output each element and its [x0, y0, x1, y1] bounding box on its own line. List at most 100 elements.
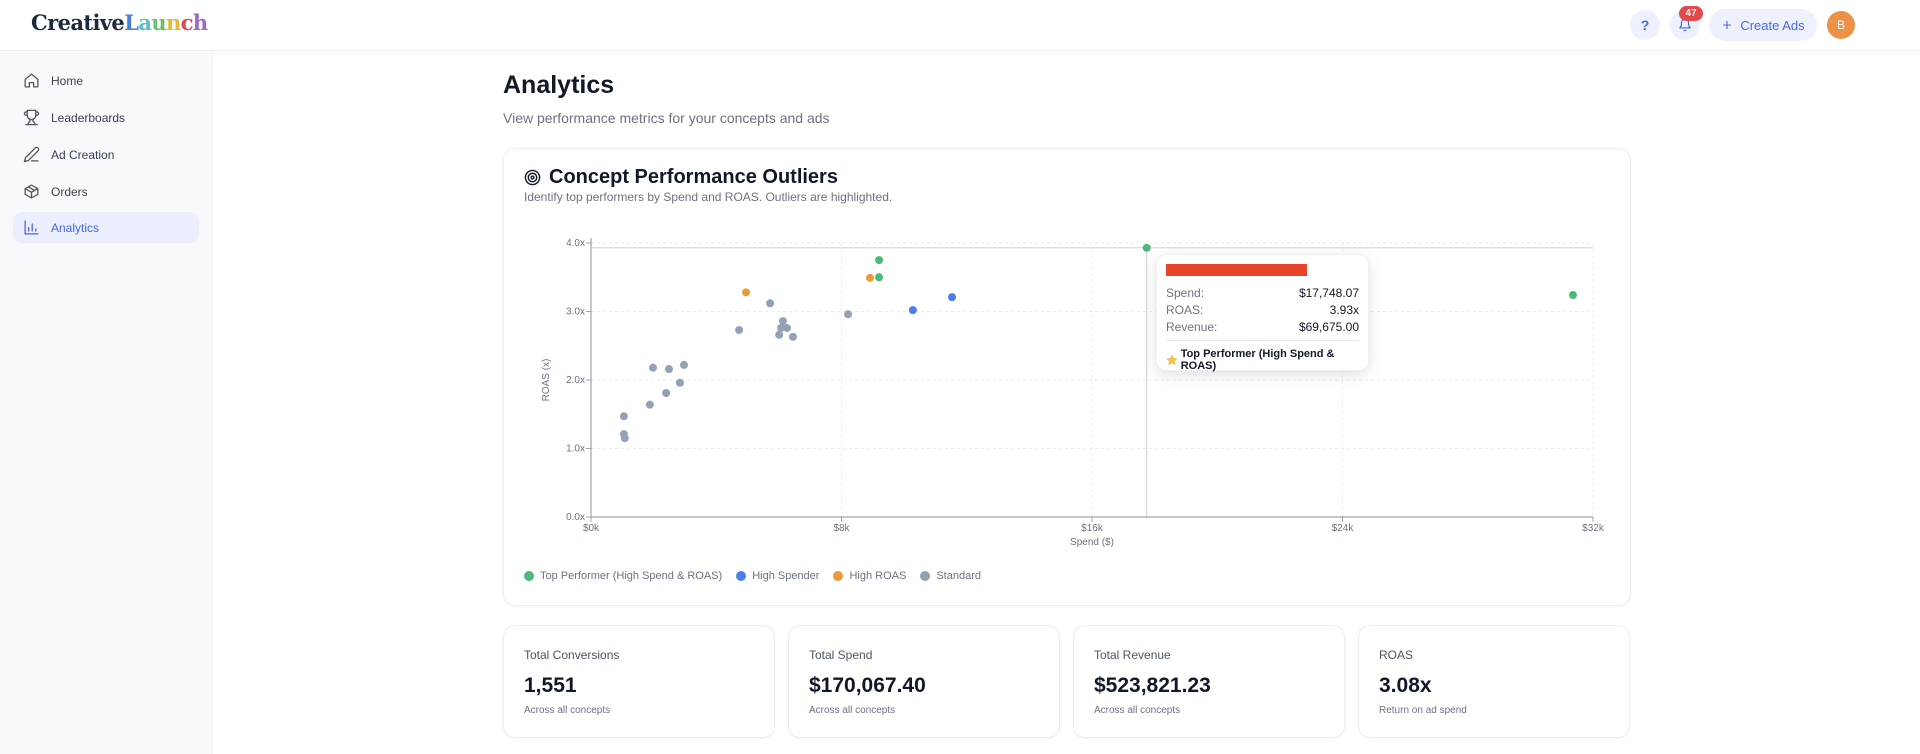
data-point[interactable] — [778, 317, 787, 326]
logo-colored-text: Launch — [124, 10, 208, 35]
data-point[interactable] — [875, 256, 884, 265]
y-tick-label: 3.0x — [566, 307, 585, 318]
data-point[interactable] — [1568, 291, 1577, 300]
data-point[interactable] — [766, 299, 775, 308]
help-icon: ? — [1640, 17, 1650, 33]
data-point[interactable] — [844, 310, 853, 319]
sidebar-item-home[interactable]: Home — [13, 65, 199, 96]
data-point[interactable] — [620, 434, 629, 443]
data-point[interactable] — [865, 273, 874, 282]
tooltip-redacted-title — [1166, 264, 1307, 276]
sidebar-item-label: Leaderboards — [51, 110, 126, 125]
tooltip-divider — [1166, 340, 1359, 341]
stat-label: ROAS — [1379, 648, 1414, 662]
tooltip-category: Top Performer (High Spend & ROAS) — [1166, 348, 1368, 372]
data-point[interactable] — [741, 288, 750, 297]
data-point[interactable] — [679, 360, 688, 369]
stat-label: Total Conversions — [524, 648, 620, 662]
y-tick-label: 4.0x — [566, 238, 585, 249]
legend-item-standard[interactable]: Standard — [920, 570, 981, 582]
help-button[interactable]: ? — [1630, 10, 1660, 40]
page-subtitle: View performance metrics for your concep… — [503, 110, 830, 126]
data-point[interactable] — [777, 323, 786, 332]
legend-dot-icon — [736, 571, 747, 581]
stat-value: 3.08x — [1379, 674, 1432, 697]
target-icon — [524, 169, 541, 186]
data-point[interactable] — [875, 273, 884, 282]
sidebar-item-ad-creation[interactable]: Ad Creation — [13, 139, 199, 170]
scatter-plot[interactable]: 0.0x 1.0x 2.0x 3.0x 4.0x $0k $8k $16k $24k $32k Sp… — [504, 149, 1632, 569]
y-tick-label: 0.0x — [566, 512, 585, 523]
legend-label: Standard — [936, 570, 981, 582]
x-tick-label: $16k — [1081, 523, 1104, 534]
legend-label: High ROAS — [849, 570, 907, 582]
create-ads-button[interactable]: Create Ads — [1709, 9, 1817, 41]
data-point[interactable] — [619, 412, 628, 421]
data-point[interactable] — [775, 330, 784, 339]
sidebar: Home Leaderboards Ad Creation Orders Ana… — [0, 51, 213, 754]
app-logo[interactable]: CreativeLaunch — [31, 10, 208, 35]
data-point[interactable] — [648, 363, 657, 372]
x-tick-label: $32k — [1582, 523, 1605, 534]
stat-card-total-revenue: Total Revenue $523,821.23 Across all con… — [1073, 625, 1345, 738]
sidebar-item-label: Analytics — [51, 220, 100, 235]
plus-icon — [1723, 20, 1732, 30]
concept-outliers-card: Concept Performance Outliers Identify to… — [503, 148, 1631, 606]
chart-subtitle: Identify top performers by Spend and ROA… — [524, 190, 893, 204]
data-point[interactable] — [1142, 243, 1151, 252]
tooltip-revenue-label: Revenue: — [1166, 320, 1218, 334]
stat-label: Total Spend — [809, 648, 873, 662]
star-icon — [1166, 354, 1178, 366]
data-point[interactable] — [788, 332, 797, 341]
tooltip-roas-row: ROAS: 3.93x — [1166, 303, 1359, 317]
tooltip-spend-label: Spend: — [1166, 286, 1205, 300]
data-point[interactable] — [908, 306, 917, 315]
x-axis-label: Spend ($) — [1070, 537, 1114, 548]
sidebar-item-orders[interactable]: Orders — [13, 176, 199, 207]
x-tick-label: $0k — [583, 523, 600, 534]
user-avatar[interactable]: B — [1827, 11, 1855, 39]
legend-item-high-roas[interactable]: High ROAS — [833, 570, 906, 582]
chart-title-text: Concept Performance Outliers — [549, 166, 838, 188]
stat-subtext: Across all concepts — [1094, 705, 1181, 716]
data-point[interactable] — [735, 325, 744, 334]
package-icon — [24, 184, 39, 199]
home-icon — [24, 73, 39, 88]
tooltip-revenue-value: $69,675.00 — [1298, 320, 1359, 334]
y-tick-label: 2.0x — [566, 375, 585, 386]
tooltip-roas-label: ROAS: — [1166, 303, 1204, 317]
legend-item-top-performer[interactable]: Top Performer (High Spend & ROAS) — [524, 570, 722, 582]
sidebar-item-label: Orders — [51, 184, 88, 199]
data-point[interactable] — [675, 378, 684, 387]
sidebar-item-label: Home — [51, 73, 84, 88]
legend-dot-icon — [524, 571, 534, 581]
data-point[interactable] — [783, 323, 792, 332]
legend-item-high-spender[interactable]: High Spender — [736, 570, 819, 582]
top-bar: CreativeLaunch ? 47 Create Ads B — [0, 0, 1920, 51]
data-point[interactable] — [664, 365, 673, 374]
data-point[interactable] — [948, 293, 957, 302]
sidebar-item-leaderboards[interactable]: Leaderboards — [13, 102, 199, 133]
sidebar-item-analytics[interactable]: Analytics — [13, 212, 199, 243]
bar-chart-icon — [24, 220, 39, 235]
stat-subtext: Across all concepts — [524, 705, 611, 716]
legend-label: High Spender — [752, 570, 820, 582]
notification-badge: 47 — [1679, 6, 1703, 21]
stat-card-total-conversions: Total Conversions 1,551 Across all conce… — [503, 625, 775, 738]
x-tick-label: $24k — [1332, 523, 1355, 534]
legend-label: Top Performer (High Spend & ROAS) — [540, 570, 723, 582]
tooltip-roas-value: 3.93x — [1329, 303, 1359, 317]
data-point[interactable] — [662, 389, 671, 398]
sidebar-item-label: Ad Creation — [51, 147, 115, 162]
y-tick-label: 1.0x — [566, 444, 585, 455]
trophy-icon — [23, 109, 40, 126]
data-point[interactable] — [645, 400, 654, 409]
legend-dot-icon — [833, 571, 844, 581]
tooltip-spend-value: $17,748.07 — [1298, 286, 1359, 300]
page-title: Analytics — [503, 71, 615, 99]
y-axis-label: ROAS (x) — [541, 359, 552, 402]
stat-card-roas: ROAS 3.08x Return on ad spend — [1358, 625, 1630, 738]
x-tick-label: $8k — [833, 523, 850, 534]
create-ads-label: Create Ads — [1740, 17, 1805, 33]
tooltip-spend-row: Spend: $17,748.07 — [1166, 286, 1359, 300]
